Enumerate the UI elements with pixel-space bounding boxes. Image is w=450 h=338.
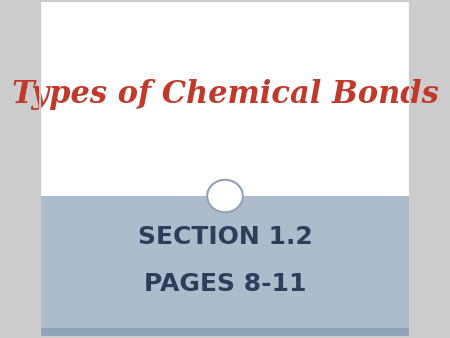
FancyBboxPatch shape xyxy=(39,196,411,338)
Text: SECTION 1.2: SECTION 1.2 xyxy=(138,224,312,249)
FancyBboxPatch shape xyxy=(39,328,411,338)
Text: PAGES 8-11: PAGES 8-11 xyxy=(144,272,306,296)
FancyBboxPatch shape xyxy=(39,0,411,196)
Circle shape xyxy=(207,180,243,212)
Text: Types of Chemical Bonds: Types of Chemical Bonds xyxy=(12,79,438,110)
